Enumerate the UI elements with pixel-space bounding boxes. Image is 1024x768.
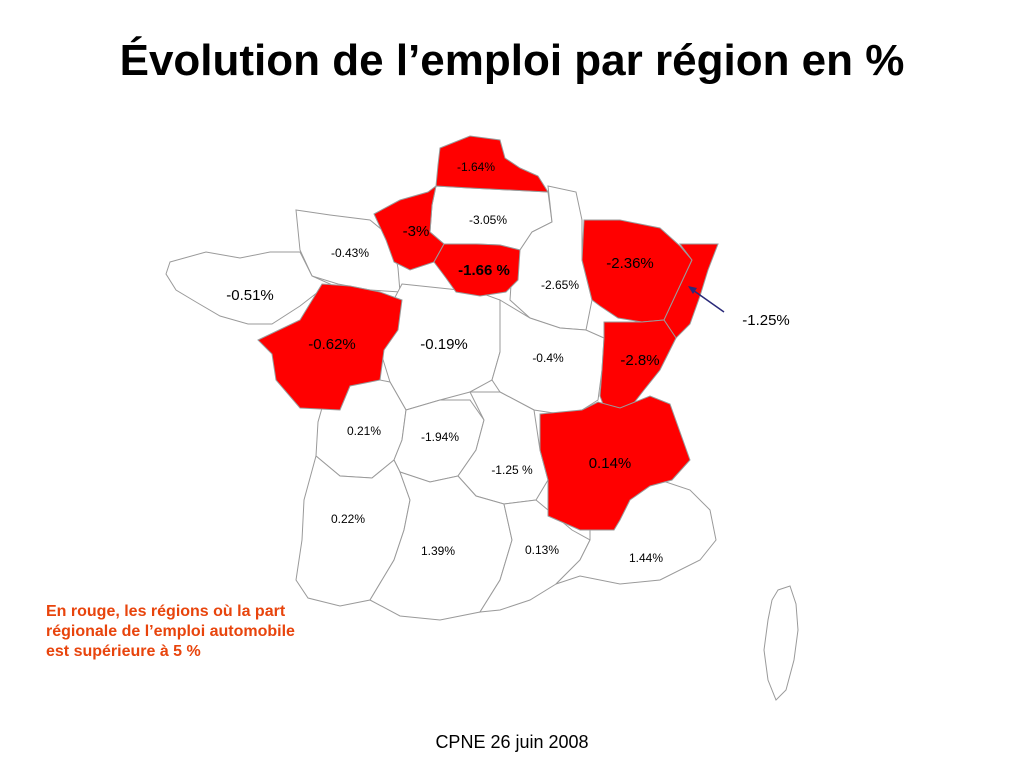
label-paca: 1.44%	[629, 551, 663, 565]
region-haute-normandie[interactable]	[373, 184, 445, 271]
label-picardie: -3.05%	[469, 213, 507, 227]
label-aquitaine: 0.22%	[331, 512, 365, 526]
region-alsace[interactable]	[663, 243, 719, 339]
region-corse[interactable]	[763, 585, 799, 701]
region-nord[interactable]	[435, 135, 549, 193]
label-limousin: -1.94%	[421, 430, 459, 444]
label-alsace: -1.25%	[742, 312, 790, 329]
label-poitou-charentes: 0.21%	[347, 424, 381, 438]
footer-text: CPNE 26 juin 2008	[435, 732, 589, 752]
label-franche-comte: -2.8%	[620, 352, 659, 369]
label-languedoc-roussillon: 0.13%	[525, 543, 559, 557]
legend-note: En rouge, les régions où la part régiona…	[46, 602, 376, 662]
alsace-arrow	[689, 287, 725, 313]
alsace-arrow-head	[688, 286, 697, 294]
label-bretagne: -0.51%	[226, 287, 274, 304]
region-bretagne[interactable]	[165, 251, 332, 325]
legend-note-line-2: régionale de l’emploi automobile	[46, 623, 295, 640]
label-basse-normandie: -0.43%	[331, 246, 369, 260]
region-ile-de-france[interactable]	[433, 243, 521, 297]
label-auvergne: -1.25 %	[491, 463, 533, 477]
page-title: Évolution de l’emploi par région en %	[119, 36, 905, 85]
label-rhone-alpes: 0.14%	[589, 455, 632, 472]
region-pays-de-la-loire[interactable]	[257, 283, 403, 411]
legend-note-line-1: En rouge, les régions où la part	[46, 603, 286, 620]
region-bourgogne[interactable]	[491, 299, 605, 415]
label-lorraine: -2.36%	[606, 255, 654, 272]
region-franche-comte[interactable]	[599, 319, 677, 413]
label-midi-pyrenees: 1.39%	[421, 544, 455, 558]
label-champagne-ardenne: -2.65%	[541, 278, 579, 292]
label-bourgogne: -0.4%	[532, 351, 564, 365]
legend-note-line-3: est supérieure à 5 %	[46, 643, 201, 660]
label-haute-normandie: -3%	[403, 223, 430, 240]
label-pays-de-la-loire: -0.62%	[308, 336, 356, 353]
label-nord: -1.64%	[457, 160, 495, 174]
label-centre: -0.19%	[420, 336, 468, 353]
label-ile-de-france: -1.66 %	[458, 262, 510, 279]
region-rhone-alpes[interactable]	[539, 395, 691, 531]
